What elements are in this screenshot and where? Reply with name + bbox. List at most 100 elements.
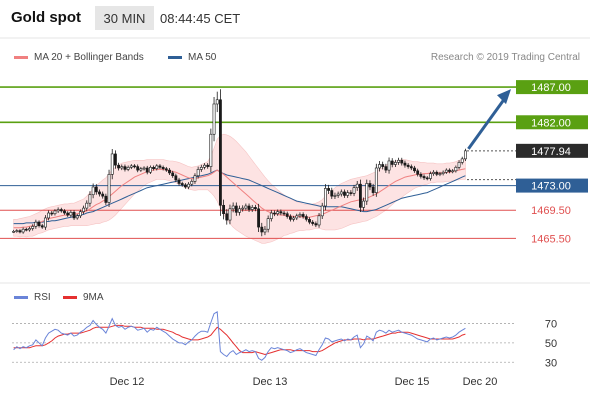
candle [117, 162, 121, 171]
candle [333, 192, 337, 199]
candle-body [238, 208, 241, 213]
candle-body [454, 166, 458, 172]
candle [460, 156, 464, 165]
candle [288, 214, 292, 222]
candle-body [78, 211, 82, 217]
candle [110, 149, 114, 180]
timeframe-label: 30 MIN [103, 10, 146, 26]
candle [358, 179, 362, 212]
candle-body [304, 216, 308, 220]
timestamp: 08:44:45 CET [160, 11, 241, 26]
candle [218, 89, 222, 216]
candle-body [53, 210, 57, 215]
candle-body [393, 162, 397, 165]
candle [425, 176, 429, 181]
candle [120, 164, 124, 171]
candle-body [177, 179, 181, 184]
candle-body [228, 208, 232, 221]
legend-ma-bollinger: MA 20 + Bollinger Bands [14, 52, 144, 63]
candle-body [123, 166, 127, 170]
candle [463, 148, 467, 161]
candle [40, 223, 44, 229]
candle [257, 203, 261, 233]
candle-body [161, 166, 165, 170]
candle [397, 157, 401, 165]
candle-body [320, 205, 324, 217]
candle-body [47, 212, 51, 219]
candle-body [117, 164, 121, 169]
legend-ma50-label: MA 50 [188, 52, 217, 63]
candle-body [311, 221, 315, 224]
ma20-line [13, 168, 466, 229]
candle [209, 128, 213, 173]
candle-body [56, 209, 60, 212]
candle-body [365, 183, 369, 202]
level-label-bg-1 [516, 115, 588, 130]
rsi-ma-swatch [63, 296, 77, 299]
x-tick-label-2: Dec 15 [395, 376, 430, 388]
candle-body [355, 183, 359, 188]
candle [101, 191, 105, 199]
candle [416, 168, 420, 177]
candle-body [444, 169, 448, 173]
candle [12, 229, 16, 233]
legend-ma50: MA 50 [168, 52, 216, 63]
candle [190, 179, 194, 187]
candle-body [206, 164, 210, 167]
candle [82, 205, 86, 215]
candle [444, 168, 448, 174]
candle-body [343, 191, 346, 196]
candle-body [148, 166, 152, 173]
candle-body [196, 169, 200, 177]
candle [129, 164, 133, 170]
candle [139, 166, 143, 172]
candle [75, 214, 79, 220]
candle-body [82, 207, 86, 212]
candle-body [425, 177, 429, 180]
candle [238, 205, 241, 216]
candle [47, 210, 51, 221]
candle [21, 227, 25, 234]
candle-body [183, 184, 187, 188]
candle [241, 205, 245, 212]
candle [400, 157, 404, 166]
candle-body [241, 207, 245, 210]
candle [432, 170, 436, 176]
candle-body [28, 228, 31, 231]
candle [177, 177, 181, 186]
candle [374, 163, 378, 197]
candle-body [250, 207, 254, 210]
x-tick-label-0: Dec 12 [110, 376, 145, 388]
candle-body [120, 166, 124, 169]
candle [199, 164, 203, 172]
candle-body [409, 166, 413, 169]
candle-body [346, 192, 350, 196]
candle [250, 204, 254, 212]
candle [362, 197, 366, 211]
ma50-swatch [168, 56, 182, 59]
candle-body [285, 213, 289, 217]
candle-body [416, 170, 420, 175]
candle-body [145, 167, 149, 173]
rsi-ma-line [13, 324, 466, 356]
candle [428, 171, 432, 181]
legend-rsi: RSI [14, 292, 51, 303]
candle-body [292, 217, 296, 220]
level-label-bg-3 [516, 178, 588, 193]
candle [28, 226, 31, 232]
candle-body [88, 194, 92, 204]
candle-body [378, 164, 381, 169]
rsi-tick-label-0: 30 [545, 357, 557, 369]
candle-body [441, 171, 445, 174]
candle [413, 165, 416, 173]
candle-body [438, 173, 442, 175]
candle-body [174, 175, 178, 181]
candle-body [422, 176, 426, 179]
projection-arrow-head [497, 89, 511, 105]
candle-body [155, 165, 159, 170]
candle [298, 212, 302, 218]
timeframe-button[interactable]: 30 MIN [95, 6, 154, 30]
rsi-tick-label-2: 70 [545, 318, 557, 330]
candle-body [323, 188, 327, 207]
candle-body [171, 172, 175, 177]
